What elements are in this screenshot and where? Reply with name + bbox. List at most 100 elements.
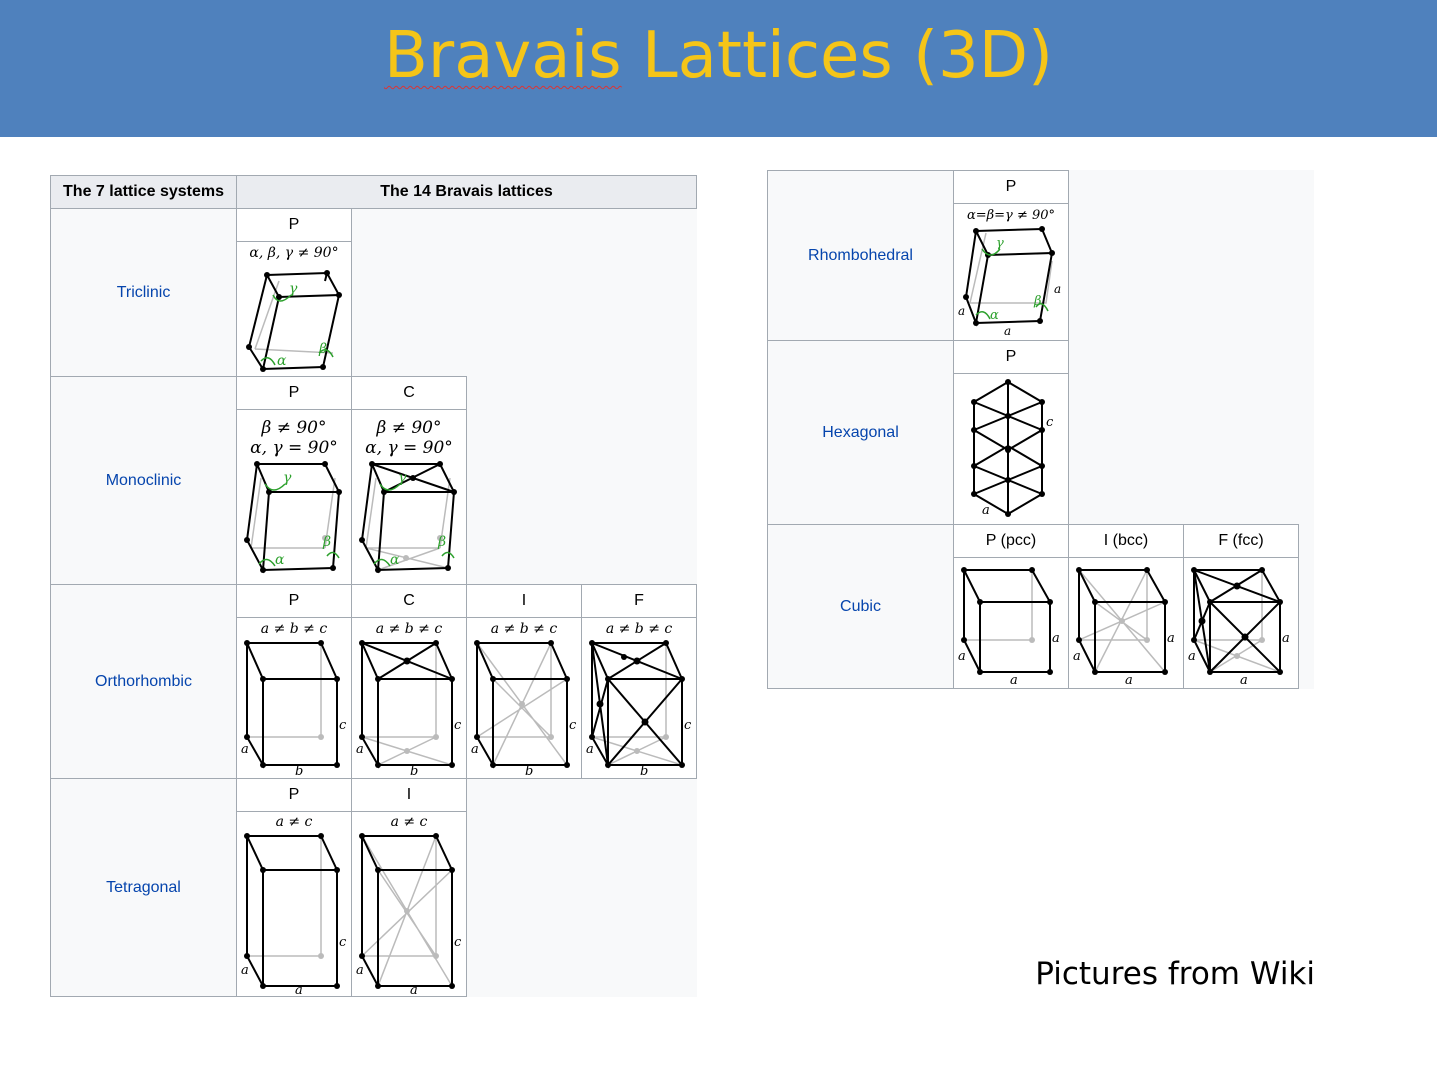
- lattice-image-cell: a a a: [1183, 557, 1299, 689]
- monoclinic-p-lattice-diagram: γ β α: [244, 461, 342, 574]
- lattice-image-cell: β ≠ 90° α, γ = 90° γ β α: [351, 409, 467, 585]
- axis-a: a: [1054, 282, 1061, 296]
- system-rhombohedral[interactable]: Rhombohedral: [767, 170, 954, 341]
- bravais-table-left: The 7 lattice systems The 14 Bravais lat…: [50, 175, 698, 997]
- orthorhombic-c-lattice-diagram: c a b: [356, 640, 462, 775]
- axis-a: a: [1010, 673, 1018, 686]
- axis-a: a: [1125, 673, 1133, 686]
- triclinic-lattice-diagram: γ β α: [246, 270, 342, 372]
- angle-beta: β: [1033, 294, 1042, 309]
- title-banner: [0, 0, 1437, 137]
- angle-beta: β: [437, 534, 446, 550]
- lattice-label: F: [580, 584, 698, 618]
- lattice-label: F (fcc): [1183, 524, 1299, 558]
- axis-a: a: [1282, 631, 1290, 646]
- axis-a: a: [410, 983, 418, 994]
- axis-a: a: [958, 304, 965, 318]
- cubic-p-lattice-diagram: a a a: [958, 567, 1060, 686]
- axis-a: a: [1052, 631, 1060, 646]
- angle-alpha: α: [277, 353, 287, 369]
- angle-beta: β: [318, 341, 327, 357]
- bravais-table-right: Rhombohedral P α=β=γ ≠ 90° γ β α a a a H…: [767, 170, 1314, 689]
- angle-gamma: γ: [289, 281, 298, 297]
- axis-c: c: [1046, 415, 1054, 430]
- rhombohedral-lattice-diagram: γ β α a a a: [958, 225, 1061, 337]
- axis-a: a: [356, 963, 364, 978]
- lattice-image-cell: a ≠ c c a a: [351, 811, 467, 997]
- angle-alpha: α: [275, 552, 285, 568]
- lattice-label: I (bcc): [1068, 524, 1184, 558]
- header-bravais-lattices: The 14 Bravais lattices: [235, 175, 698, 209]
- lattice-label: C: [351, 376, 467, 410]
- angle-alpha: α: [990, 308, 999, 323]
- lattice-image-cell: a ≠ b ≠ c c a b: [351, 617, 467, 779]
- axis-c: c: [684, 718, 692, 733]
- axis-c: c: [454, 935, 462, 950]
- lattice-label: I: [351, 778, 467, 812]
- system-tetragonal[interactable]: Tetragonal: [50, 778, 237, 997]
- axis-c: c: [454, 718, 462, 733]
- axis-c: c: [569, 718, 577, 733]
- empty-cell: [466, 376, 697, 585]
- orthorhombic-f-lattice-diagram: c a b: [586, 640, 692, 775]
- lattice-image-cell: α=β=γ ≠ 90° γ β α a a a: [953, 203, 1069, 341]
- empty-cell: [466, 778, 697, 997]
- lattice-image-cell: a ≠ c c a a: [236, 811, 352, 997]
- angle-gamma: γ: [283, 470, 292, 486]
- empty-cell: [1298, 524, 1314, 689]
- system-cubic[interactable]: Cubic: [767, 524, 954, 689]
- lattice-formula: β ≠ 90°: [261, 418, 327, 438]
- lattice-label: P: [953, 170, 1069, 204]
- lattice-formula: a ≠ c: [390, 814, 428, 830]
- axis-a: a: [471, 742, 479, 757]
- axis-a: a: [295, 983, 303, 994]
- title-rest: Lattices (3D): [621, 19, 1054, 93]
- lattice-formula: α, β, γ ≠ 90°: [249, 245, 339, 261]
- lattice-formula: α, γ = 90°: [250, 438, 338, 458]
- axis-a: a: [1167, 631, 1175, 646]
- axis-c: c: [339, 718, 347, 733]
- source-caption: Pictures from Wiki: [1035, 956, 1315, 992]
- lattice-image-cell: a a a: [1068, 557, 1184, 689]
- axis-b: b: [525, 764, 533, 775]
- lattice-image-cell: β ≠ 90° α, γ = 90° γ β α: [236, 409, 352, 585]
- system-hexagonal[interactable]: Hexagonal: [767, 340, 954, 525]
- lattice-label: I: [466, 584, 582, 618]
- lattice-formula: a ≠ b ≠ c: [605, 621, 673, 637]
- lattice-label: P: [236, 376, 352, 410]
- system-triclinic[interactable]: Triclinic: [50, 208, 237, 377]
- lattice-image-cell: a ≠ b ≠ c c a b: [236, 617, 352, 779]
- lattice-image-cell: α, β, γ ≠ 90° γ β α: [236, 241, 352, 377]
- axis-a: a: [1004, 324, 1011, 337]
- angle-gamma: γ: [398, 470, 407, 486]
- cubic-i-lattice-diagram: a a a: [1073, 567, 1175, 686]
- empty-cell: [1068, 170, 1314, 525]
- axis-a: a: [1240, 673, 1248, 686]
- lattice-image-cell: a ≠ b ≠ c c a b: [580, 617, 698, 779]
- axis-a: a: [958, 649, 966, 664]
- lattice-label: P: [236, 584, 352, 618]
- axis-a: a: [982, 503, 990, 518]
- system-orthorhombic[interactable]: Orthorhombic: [50, 584, 237, 779]
- axis-a: a: [586, 742, 594, 757]
- system-monoclinic[interactable]: Monoclinic: [50, 376, 237, 585]
- axis-a: a: [241, 742, 249, 757]
- axis-a: a: [1188, 649, 1196, 664]
- axis-a: a: [1073, 649, 1081, 664]
- lattice-image-cell: a ≠ b ≠ c c a b: [466, 617, 582, 779]
- slide-title: Bravais Lattices (3D): [0, 24, 1437, 88]
- lattice-formula: a ≠ b ≠ c: [375, 621, 443, 637]
- empty-cell: [351, 208, 697, 377]
- lattice-label: C: [351, 584, 467, 618]
- axis-c: c: [339, 935, 347, 950]
- hexagonal-lattice-diagram: c a: [971, 379, 1054, 518]
- lattice-formula: β ≠ 90°: [376, 418, 442, 438]
- axis-a: a: [356, 742, 364, 757]
- lattice-label: P (pcc): [953, 524, 1069, 558]
- title-word-bravais: Bravais: [383, 19, 622, 93]
- lattice-formula: a ≠ b ≠ c: [260, 621, 328, 637]
- axis-b: b: [295, 764, 303, 775]
- angle-alpha: α: [390, 552, 400, 568]
- tetragonal-i-lattice-diagram: c a a: [356, 833, 462, 994]
- monoclinic-c-lattice-diagram: γ β α: [359, 461, 457, 574]
